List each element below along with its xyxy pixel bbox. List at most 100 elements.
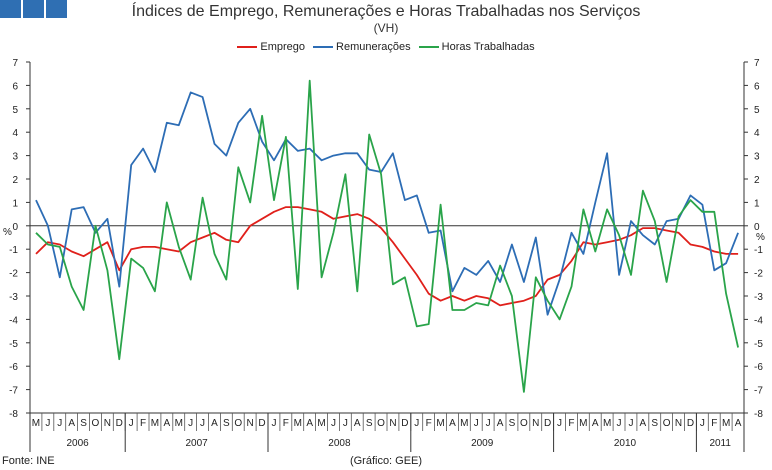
y-axis-label-left: % bbox=[3, 227, 12, 238]
x-month-label: M bbox=[32, 418, 40, 429]
legend-item-remuneracoes: Remunerações bbox=[313, 41, 411, 53]
x-month-label: D bbox=[544, 418, 551, 429]
y-tick-label-right: -2 bbox=[754, 269, 763, 280]
chart-legend: Emprego Remunerações Horas Trabalhadas bbox=[0, 41, 772, 53]
x-month-label: J bbox=[331, 418, 336, 429]
y-tick-label-left: 5 bbox=[12, 105, 18, 116]
x-year-label: 2006 bbox=[66, 438, 89, 449]
legend-swatch-remuneracoes bbox=[313, 46, 334, 48]
y-tick-label-left: 3 bbox=[12, 152, 18, 163]
x-month-label: A bbox=[449, 418, 456, 429]
logo-block-3 bbox=[46, 0, 67, 18]
x-month-label: S bbox=[509, 418, 516, 429]
x-month-label: N bbox=[247, 418, 254, 429]
x-month-label: F bbox=[283, 418, 289, 429]
x-month-label: O bbox=[520, 418, 528, 429]
x-year-label: 2011 bbox=[709, 438, 731, 449]
x-month-label: F bbox=[711, 418, 717, 429]
y-tick-label-right: -6 bbox=[754, 362, 763, 373]
series-line-remunera-es bbox=[35, 91, 739, 316]
x-month-label: A bbox=[497, 418, 504, 429]
y-tick-label-left: -6 bbox=[9, 362, 18, 373]
y-tick-label-left: -8 bbox=[9, 409, 18, 420]
x-month-label: A bbox=[735, 418, 742, 429]
logo-block-2 bbox=[23, 0, 44, 18]
x-month-label: J bbox=[700, 418, 705, 429]
ine-logo bbox=[0, 0, 67, 18]
x-month-label: A bbox=[68, 418, 75, 429]
x-month-label: J bbox=[129, 418, 134, 429]
x-month-label: J bbox=[617, 418, 622, 429]
x-month-label: J bbox=[45, 418, 50, 429]
y-axis-label-right: % bbox=[756, 232, 765, 243]
x-month-label: M bbox=[175, 418, 183, 429]
y-tick-label-left: -7 bbox=[9, 386, 18, 397]
x-month-label: O bbox=[663, 418, 671, 429]
legend-swatch-emprego bbox=[237, 46, 258, 48]
legend-item-horas: Horas Trabalhadas bbox=[418, 41, 535, 53]
x-month-label: J bbox=[271, 418, 276, 429]
y-tick-label-left: 4 bbox=[12, 128, 18, 139]
x-month-label: A bbox=[592, 418, 599, 429]
x-month-label: J bbox=[557, 418, 562, 429]
series-line-horas-trabalhadas bbox=[35, 79, 739, 393]
x-month-label: A bbox=[211, 418, 218, 429]
source-note: Fonte: INE bbox=[2, 455, 55, 467]
x-month-label: N bbox=[389, 418, 396, 429]
legend-label-emprego: Emprego bbox=[260, 41, 306, 53]
x-month-label: N bbox=[675, 418, 682, 429]
y-tick-label-right: 4 bbox=[754, 128, 760, 139]
x-month-label: J bbox=[414, 418, 419, 429]
x-month-label: M bbox=[460, 418, 468, 429]
x-month-label: J bbox=[200, 418, 205, 429]
legend-label-horas: Horas Trabalhadas bbox=[441, 41, 535, 53]
y-tick-label-right: 0 bbox=[754, 222, 760, 233]
y-tick-label-right: 7 bbox=[754, 58, 760, 69]
x-month-label: S bbox=[366, 418, 373, 429]
y-tick-label-right: 3 bbox=[754, 152, 760, 163]
x-month-label: N bbox=[532, 418, 539, 429]
y-tick-label-right: -8 bbox=[754, 409, 763, 420]
x-month-label: M bbox=[151, 418, 159, 429]
chart-title: Índices de Emprego, Remunerações e Horas… bbox=[131, 3, 641, 20]
y-tick-label-left: -3 bbox=[9, 292, 18, 303]
x-month-label: J bbox=[188, 418, 193, 429]
x-month-label: J bbox=[474, 418, 479, 429]
x-month-label: J bbox=[57, 418, 62, 429]
y-tick-label-right: 6 bbox=[754, 81, 760, 92]
y-tick-label-right: -3 bbox=[754, 292, 763, 303]
y-tick-label-left: 6 bbox=[12, 81, 18, 92]
x-month-label: F bbox=[568, 418, 574, 429]
y-tick-label-left: -1 bbox=[9, 245, 18, 256]
legend-swatch-horas bbox=[418, 46, 439, 48]
credit-note: (Gráfico: GEE) bbox=[349, 455, 423, 467]
x-month-label: S bbox=[80, 418, 87, 429]
x-month-label: J bbox=[628, 418, 633, 429]
y-tick-label-right: -1 bbox=[754, 245, 763, 256]
x-month-label: N bbox=[104, 418, 111, 429]
y-tick-label-left: 0 bbox=[12, 222, 18, 233]
x-month-label: O bbox=[377, 418, 385, 429]
y-tick-label-right: 2 bbox=[754, 175, 760, 186]
y-tick-label-left: -4 bbox=[9, 315, 18, 326]
x-month-label: F bbox=[140, 418, 146, 429]
x-month-label: S bbox=[223, 418, 230, 429]
y-tick-label-right: -5 bbox=[754, 339, 763, 350]
x-month-label: O bbox=[234, 418, 242, 429]
x-month-label: M bbox=[722, 418, 730, 429]
x-month-label: M bbox=[317, 418, 325, 429]
x-month-label: A bbox=[306, 418, 313, 429]
x-year-label: 2009 bbox=[471, 438, 494, 449]
x-month-label: A bbox=[164, 418, 171, 429]
y-tick-label-left: 1 bbox=[12, 198, 18, 209]
y-tick-label-left: 7 bbox=[12, 58, 18, 69]
logo-block-1 bbox=[0, 0, 21, 18]
x-month-label: J bbox=[486, 418, 491, 429]
x-month-label: A bbox=[640, 418, 647, 429]
x-month-label: D bbox=[401, 418, 408, 429]
legend-item-emprego: Emprego bbox=[237, 41, 305, 53]
y-tick-label-left: -5 bbox=[9, 339, 18, 350]
y-tick-label-left: -2 bbox=[9, 269, 18, 280]
x-month-label: M bbox=[603, 418, 611, 429]
